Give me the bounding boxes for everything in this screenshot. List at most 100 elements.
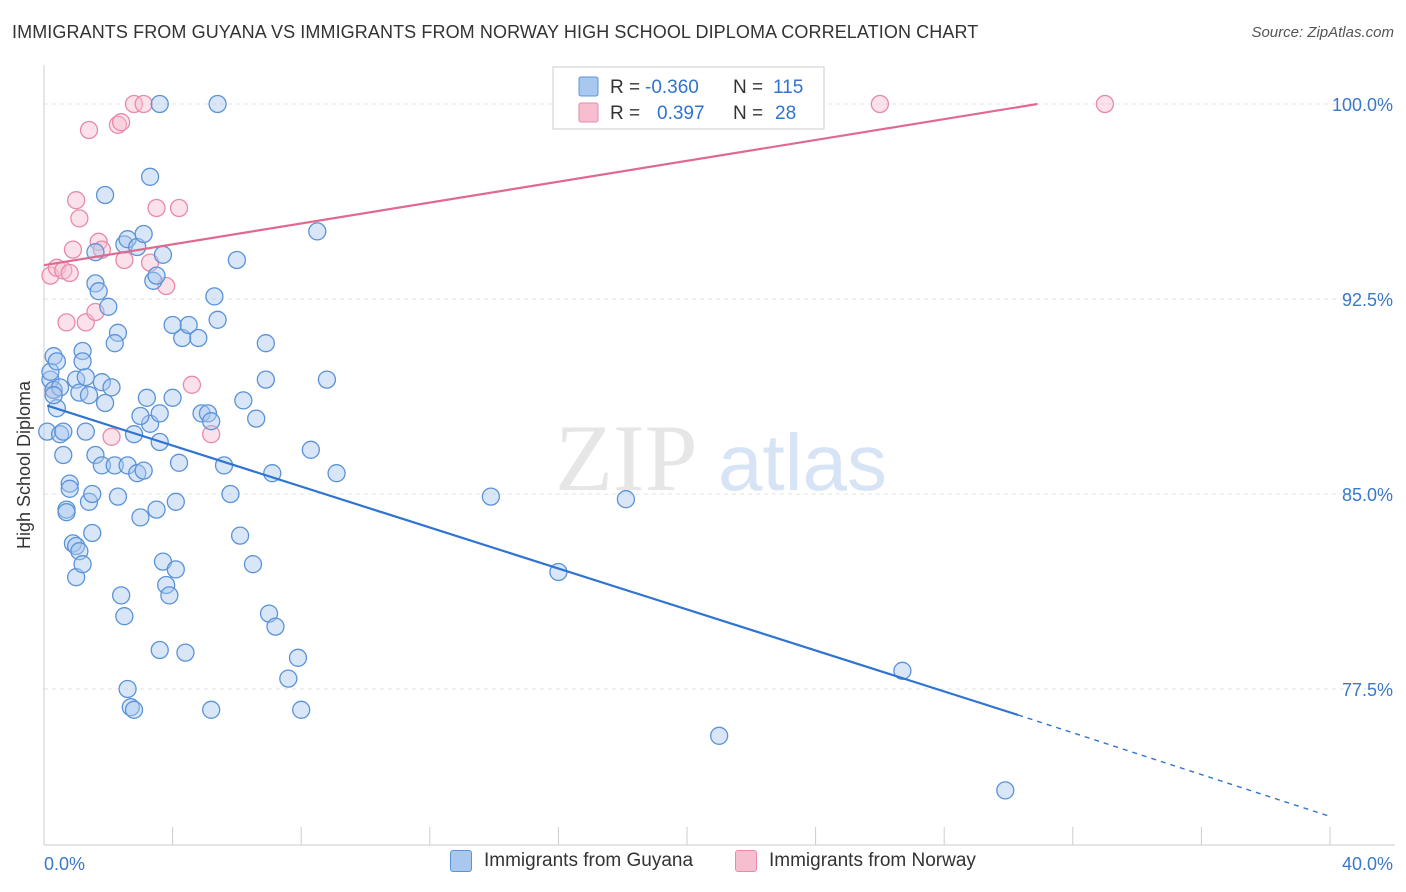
guyana-legend-swatch [578, 76, 599, 97]
legend-item-norway[interactable]: Immigrants from Norway [735, 850, 976, 872]
guyana-point [243, 555, 263, 574]
guyana-point [893, 661, 912, 680]
guyana-point [86, 445, 105, 465]
guyana-point [83, 484, 102, 504]
legend-item-guyana[interactable]: Immigrants from Guyana [450, 850, 693, 872]
guyana-point [169, 453, 189, 472]
norway-point [79, 120, 99, 140]
x-tick-label: 40.0% [1342, 854, 1393, 874]
y-tick-label: 85.0% [1342, 485, 1393, 505]
watermark: ZIP atlas [555, 405, 887, 511]
guyana-point [205, 287, 224, 306]
source-label: Source: ZipAtlas.com [1251, 24, 1394, 41]
norway-point [112, 113, 131, 132]
guyana-point [89, 282, 108, 301]
norway-point [108, 115, 128, 134]
guyana-point [166, 492, 185, 511]
norway-point [1095, 94, 1115, 114]
guyana-point [73, 555, 92, 574]
norway-point [57, 313, 76, 332]
guyana-point [105, 456, 124, 475]
guyana-point [144, 271, 163, 290]
guyana-point [234, 391, 253, 410]
y-tick-label: 92.5% [1342, 290, 1393, 310]
guyana-point [308, 222, 327, 241]
guyana-point [616, 490, 636, 509]
guyana-point [202, 412, 221, 431]
guyana-point [227, 250, 247, 270]
guyana-n-value: 115 [773, 77, 803, 98]
guyana-point [147, 266, 166, 285]
guyana-point [131, 508, 150, 527]
guyana-point [54, 445, 73, 465]
guyana-point [301, 440, 320, 459]
guyana-point [112, 586, 131, 605]
guyana-r-value: -0.360 [645, 77, 699, 98]
guyana-point [95, 185, 115, 205]
guyana-point [153, 245, 173, 264]
norway-point [870, 94, 890, 114]
y-tick-label: 100.0% [1332, 95, 1393, 115]
guyana-n-label: N = [733, 77, 763, 98]
guyana-point [115, 607, 134, 626]
guyana-point [54, 422, 73, 441]
norway-point [102, 427, 121, 446]
bottom-legend: Immigrants from Guyana Immigrants from N… [0, 850, 1406, 880]
norway-point [63, 240, 83, 259]
guyana-point [179, 315, 198, 335]
guyana-point [140, 167, 160, 186]
norway-point [182, 375, 202, 394]
norway-point [202, 425, 221, 444]
guyana-point [102, 378, 121, 397]
guyana-point [166, 560, 185, 579]
norway-point [124, 94, 144, 114]
guyana-point [83, 523, 102, 543]
guyana-point [266, 617, 285, 636]
guyana-point [79, 386, 99, 405]
guyana-point [150, 404, 169, 423]
guyana-point [150, 640, 169, 660]
guyana-point [208, 310, 227, 329]
guyana-point [95, 393, 115, 413]
norway-point [60, 263, 79, 283]
guyana-point [131, 406, 150, 426]
guyana-point [327, 464, 346, 483]
guyana-point [256, 370, 275, 389]
guyana-point [292, 700, 311, 719]
guyana-trend-line [46, 404, 1019, 717]
norway-legend-swatch [578, 102, 599, 123]
guyana-point [76, 422, 95, 441]
guyana-point [176, 643, 195, 662]
guyana-point [67, 536, 86, 556]
guyana-point [92, 373, 112, 392]
guyana-point [288, 648, 308, 667]
chart-title: IMMIGRANTS FROM GUYANA VS IMMIGRANTS FRO… [12, 22, 979, 42]
guyana-point [134, 224, 153, 244]
guyana-point [73, 352, 92, 371]
guyana-point [230, 526, 250, 545]
guyana-r-label: R = [610, 77, 640, 98]
guyana-point [279, 669, 298, 688]
guyana-point [147, 500, 166, 519]
trend-lines [43, 102, 1331, 818]
norway-point [169, 198, 189, 218]
guyana-trend-extension [1017, 714, 1331, 818]
guyana-point [50, 425, 70, 444]
watermark-atlas: atlas [718, 418, 887, 507]
guyana-point [137, 388, 157, 407]
norway-point [67, 191, 86, 210]
guyana-point [163, 388, 182, 407]
guyana-point [247, 409, 266, 428]
watermark-zip: ZIP [555, 405, 698, 511]
y-axis-label: High School Diploma [14, 380, 34, 549]
guyana-point [134, 461, 153, 480]
guyana-point [44, 347, 63, 366]
guyana-point [73, 341, 92, 361]
guyana-point [263, 464, 282, 483]
legend-label-guyana: Immigrants from Guyana [484, 850, 694, 871]
guyana-point [202, 700, 221, 719]
guyana-point [92, 456, 112, 475]
norway-point [70, 209, 89, 228]
guyana-point [256, 334, 275, 353]
